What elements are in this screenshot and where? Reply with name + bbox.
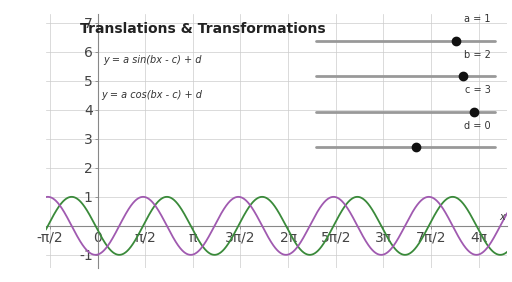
Text: c = 3: c = 3 xyxy=(465,85,490,95)
Text: d = 0: d = 0 xyxy=(464,121,490,131)
Text: b = 2: b = 2 xyxy=(464,50,490,60)
Text: a = 1: a = 1 xyxy=(464,14,490,24)
Text: y = a sin(bx - c) + d: y = a sin(bx - c) + d xyxy=(103,55,201,65)
Text: Translations & Transformations: Translations & Transformations xyxy=(80,22,326,36)
Text: x: x xyxy=(500,212,505,222)
Text: y = a cos(bx - c) + d: y = a cos(bx - c) + d xyxy=(101,90,203,100)
